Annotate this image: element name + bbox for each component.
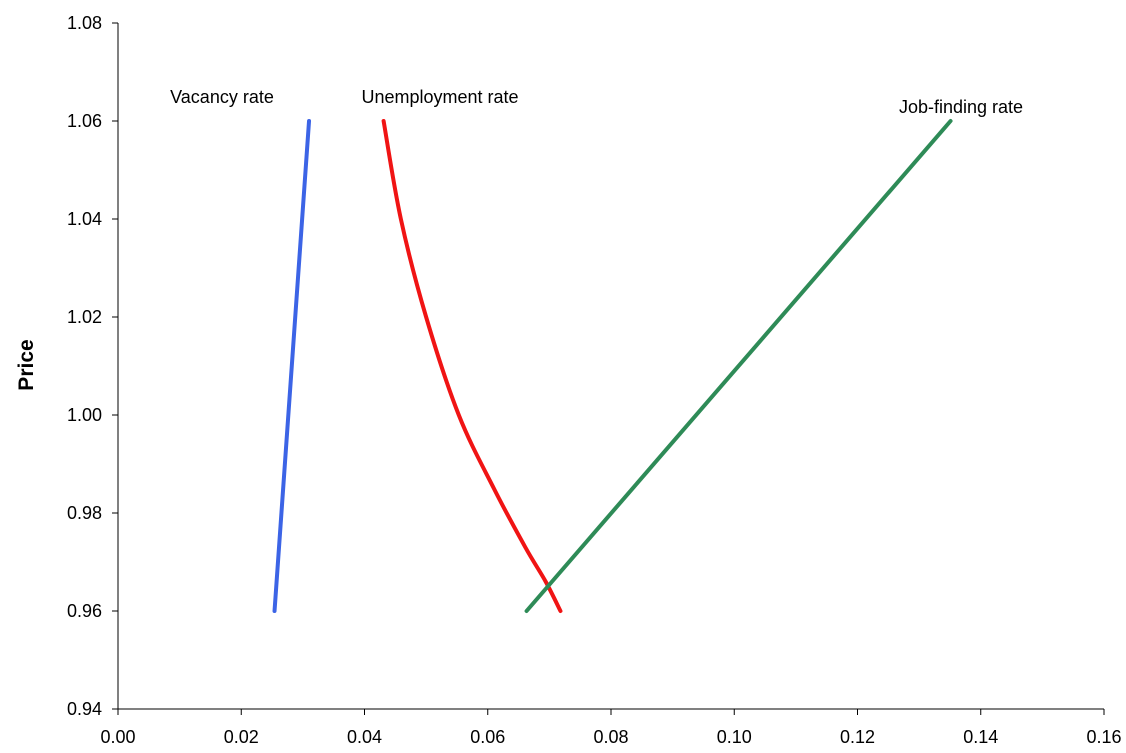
y-tick-label: 0.94 [67, 699, 102, 719]
x-tick-label: 0.10 [717, 727, 752, 747]
x-tick-label: 0.02 [224, 727, 259, 747]
job-finding-rate-line [524, 119, 953, 613]
axes [117, 23, 1104, 710]
series-lines [272, 119, 953, 613]
unemployment-rate-label: Unemployment rate [361, 87, 518, 107]
unemployment-rate-line [381, 119, 563, 613]
x-tick-label: 0.12 [840, 727, 875, 747]
y-tick-label: 1.06 [67, 111, 102, 131]
x-tick-label: 0.14 [963, 727, 998, 747]
x-tick-label: 0.00 [100, 727, 135, 747]
x-tick-label: 0.08 [593, 727, 628, 747]
x-tick-label: 0.16 [1086, 727, 1121, 747]
series-labels: Vacancy rate Unemployment rate Job-finding… [170, 87, 1023, 117]
y-tick-label: 0.98 [67, 503, 102, 523]
vacancy-rate-line [272, 119, 312, 613]
y-tick-label: 1.04 [67, 209, 102, 229]
x-tick-label: 0.06 [470, 727, 505, 747]
axis-ticks: 0.94 0.96 0.98 1.00 1.02 1.04 1.06 1.08 0.00 0.02… [67, 13, 1122, 747]
y-tick-label: 0.96 [67, 601, 102, 621]
job-finding-rate-label: Job-finding rate [899, 97, 1023, 117]
y-axis-title: Price [15, 339, 38, 390]
x-tick-label: 0.04 [347, 727, 382, 747]
y-tick-label: 1.08 [67, 13, 102, 33]
vacancy-rate-label: Vacancy rate [170, 87, 274, 107]
y-tick-label: 1.00 [67, 405, 102, 425]
y-tick-label: 1.02 [67, 307, 102, 327]
